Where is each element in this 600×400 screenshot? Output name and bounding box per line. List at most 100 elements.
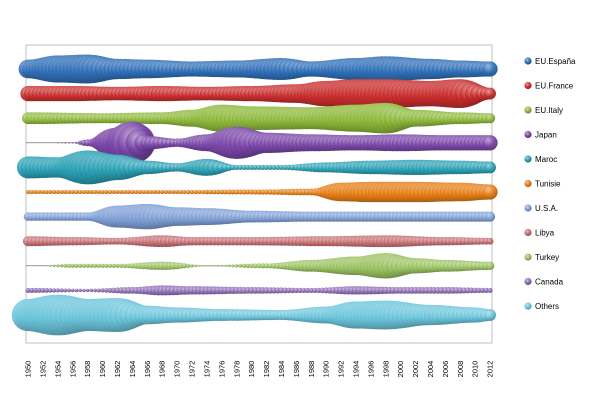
- x-tick-label: 1974: [202, 361, 211, 378]
- bubble-point: [312, 287, 318, 293]
- bubble-point: [32, 287, 38, 293]
- legend-entry: EU.España: [524, 57, 576, 66]
- legend-entry: Canada: [524, 278, 564, 287]
- legend-label: Libya: [535, 229, 555, 238]
- x-tick-label: 1996: [366, 361, 375, 378]
- bubble-point: [74, 189, 79, 195]
- bubble-point: [81, 263, 86, 268]
- bubble-point: [278, 164, 284, 170]
- bubble-point: [148, 189, 153, 195]
- bubble-point: [263, 189, 270, 195]
- x-tick-label: 2010: [471, 361, 480, 378]
- bubble-point: [85, 189, 90, 195]
- legend-label: Tunisie: [535, 180, 561, 189]
- legend-label: Canada: [535, 278, 564, 287]
- bubble-point: [51, 288, 57, 293]
- bubble-point: [181, 263, 188, 269]
- bubble-point: [64, 142, 67, 144]
- bubble-point: [256, 263, 262, 269]
- bubble-point: [260, 164, 266, 170]
- bubble-point: [52, 264, 56, 268]
- bubble-point: [37, 189, 42, 195]
- bubble-point: [40, 287, 46, 293]
- x-tick-label: 1968: [158, 361, 167, 378]
- legend-marker: [524, 253, 532, 261]
- bubble-point: [241, 189, 247, 195]
- legend-entry: U.S.A.: [524, 204, 558, 213]
- legend-marker: [524, 81, 532, 90]
- bubble-point: [119, 189, 124, 195]
- bubble-point: [224, 264, 227, 268]
- bubble-point: [59, 189, 64, 195]
- bubble-point: [71, 141, 74, 144]
- legend-label: Japan: [535, 131, 557, 140]
- bubble-point: [115, 263, 120, 268]
- bubble-point: [245, 263, 250, 268]
- bubble-point: [194, 264, 198, 268]
- x-tick-label: 1982: [262, 361, 271, 378]
- bubble-point: [212, 189, 217, 195]
- bubble-point: [74, 263, 79, 268]
- bubble-point: [483, 287, 489, 293]
- bubble-point: [141, 189, 146, 195]
- bubble-point: [178, 189, 183, 195]
- bubble-point: [219, 189, 225, 195]
- x-tick-label: 2002: [411, 361, 420, 378]
- bubble-point: [215, 189, 221, 195]
- bubble-point: [213, 264, 216, 267]
- series-row-10: [11, 294, 496, 336]
- bubble-point: [78, 189, 83, 195]
- bubble-point: [227, 264, 231, 268]
- bubble-point: [122, 263, 128, 268]
- bubble-point: [209, 264, 212, 267]
- x-tick-label: 1980: [247, 361, 256, 378]
- bubble-point: [96, 288, 101, 293]
- bubble-point: [226, 189, 232, 195]
- bubble-point: [260, 189, 266, 195]
- x-tick-label: 1998: [381, 361, 390, 378]
- bubble-point: [234, 264, 239, 268]
- bubble-point: [230, 189, 236, 195]
- bubble-point: [126, 189, 131, 195]
- bubble-point: [484, 113, 496, 124]
- bubble-point: [29, 287, 35, 293]
- bubble-point: [49, 264, 52, 267]
- bubble-point: [177, 262, 184, 269]
- legend-marker: [524, 57, 532, 65]
- bubble-point: [115, 189, 120, 195]
- bubble-point: [74, 288, 79, 293]
- x-tick-label: 2006: [441, 361, 450, 378]
- legend-entry: Tunisie: [524, 180, 561, 189]
- bubble-point: [66, 263, 71, 268]
- x-axis: 1950 1952 1954 1956 1958 1960 1962 1964 1966 1968…: [24, 361, 495, 378]
- bubble-point: [100, 288, 105, 293]
- bubble-point: [89, 263, 94, 268]
- bubble-point: [197, 189, 202, 195]
- bubble-point: [85, 263, 90, 268]
- bubble-point: [145, 189, 150, 195]
- bubble-point: [66, 189, 72, 195]
- bubble-point: [249, 263, 254, 269]
- bubble-point: [186, 189, 191, 195]
- bubble-point: [75, 141, 78, 145]
- bubble-point: [85, 288, 90, 293]
- x-tick-label: 1970: [173, 361, 182, 378]
- bubble-point: [82, 288, 86, 293]
- x-tick-label: 1984: [277, 361, 286, 378]
- bubble-point: [304, 287, 310, 293]
- bubble-point: [267, 164, 273, 170]
- bubble-point: [487, 287, 493, 293]
- bubble-point: [59, 288, 64, 293]
- bubble-point: [100, 189, 105, 195]
- bubble-point: [29, 189, 34, 195]
- x-tick-label: 1976: [217, 361, 226, 378]
- legend-label: Others: [535, 302, 559, 311]
- x-tick-label: 1994: [351, 361, 360, 378]
- bubble-point: [245, 189, 251, 195]
- bubble-point: [249, 164, 255, 170]
- bubble-point: [484, 87, 496, 100]
- series-row-8: [26, 253, 495, 279]
- bubble-point: [245, 164, 251, 170]
- x-tick-label: 1952: [39, 361, 48, 378]
